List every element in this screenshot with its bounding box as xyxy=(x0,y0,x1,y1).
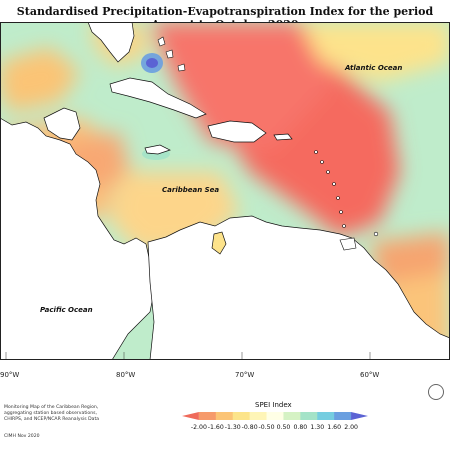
legend-tick-label: 0.80 xyxy=(293,424,307,431)
legend-tick-label: 2.00 xyxy=(344,424,358,431)
wet-spot-bahamas-core xyxy=(146,58,158,68)
legend-swatch xyxy=(266,412,284,420)
legend-tick-label: -1.60 xyxy=(208,424,224,431)
longitude-label-90w: 90°W xyxy=(0,371,20,379)
land-cuba xyxy=(109,77,207,119)
legend-tick-label: -1.30 xyxy=(225,424,241,431)
land-puerto-rico xyxy=(273,133,293,141)
dry-gulf-mexico xyxy=(0,47,80,112)
legend-swatch xyxy=(334,412,352,420)
land-florida xyxy=(87,22,135,63)
legend-tick-label: -0.80 xyxy=(242,424,258,431)
lesser-antilles xyxy=(157,36,379,251)
legend-tick-label: -0.50 xyxy=(259,424,275,431)
dry-anomaly-north xyxy=(150,22,335,152)
land-lake-maracaibo xyxy=(211,231,227,255)
spei-map: Atlantic Ocean Caribbean Sea Pacific Oce… xyxy=(0,22,450,360)
land-yucatan xyxy=(43,107,81,141)
land-central-america xyxy=(0,117,157,360)
graticule xyxy=(5,352,371,360)
land-jamaica xyxy=(144,144,171,155)
ocean-label-pacific: Pacific Ocean xyxy=(40,306,93,314)
legend-swatch xyxy=(317,412,335,420)
land-masses xyxy=(0,22,450,360)
cimh-logo-icon xyxy=(428,384,444,400)
land-south-america xyxy=(147,215,450,360)
legend-swatch xyxy=(215,412,234,420)
legend-swatch xyxy=(351,412,368,420)
legend-swatch xyxy=(232,412,250,420)
legend-swatch xyxy=(182,412,199,420)
legend-title: SPEI Index xyxy=(255,401,292,409)
credit-line: CIMH Nov 2020 xyxy=(4,434,40,439)
legend-swatch xyxy=(300,412,318,420)
legend-tick-label: 0.50 xyxy=(277,424,291,431)
ocean-label-atlantic: Atlantic Ocean xyxy=(344,64,402,72)
land-hispaniola xyxy=(207,120,267,143)
spei-legend: -2.00 -1.60 -1.30 -0.80 -0.50 0.50 0.80 1.30 1.6… xyxy=(182,412,368,431)
legend-tick-label: -2.00 xyxy=(191,424,207,431)
longitude-label-70w: 70°W xyxy=(235,371,255,379)
legend-tick-label: 1.60 xyxy=(327,424,341,431)
ocean-label-caribbean: Caribbean Sea xyxy=(162,186,219,194)
moderate-north-atlantic xyxy=(300,22,450,82)
longitude-label-60w: 60°W xyxy=(360,371,380,379)
legend-swatch xyxy=(283,412,301,420)
legend-swatch xyxy=(198,412,217,420)
legend-swatch xyxy=(249,412,267,420)
longitude-label-80w: 80°W xyxy=(116,371,136,379)
legend-tick-label: 1.30 xyxy=(310,424,324,431)
data-source-notes: Monitoring Map of the Caribbean Region, … xyxy=(4,405,100,422)
